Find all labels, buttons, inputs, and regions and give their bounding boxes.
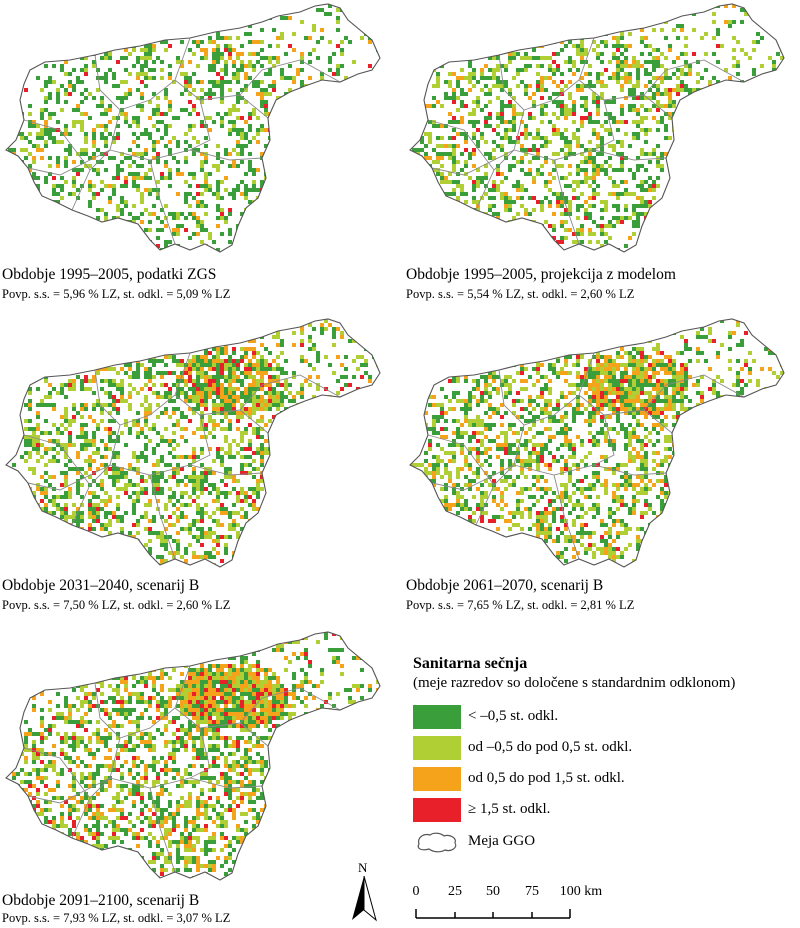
slovenia-map bbox=[0, 0, 396, 265]
panel-stats: Povp. s.s. = 7,65 % LZ, st. odkl. = 2,81… bbox=[406, 598, 634, 613]
panel-title: Obdobje 1995–2005, podatki ZGS bbox=[2, 266, 216, 284]
scale-tick-label: 0 bbox=[413, 884, 420, 900]
panel-stats: Povp. s.s. = 5,96 % LZ, st. odkl. = 5,09… bbox=[2, 287, 230, 302]
panel-title: Obdobje 2031–2040, scenarij B bbox=[2, 577, 199, 595]
boundary-icon bbox=[413, 830, 461, 854]
scale-tick-label: 100 km bbox=[560, 884, 602, 900]
forest-cells bbox=[0, 628, 396, 893]
slovenia-map bbox=[404, 0, 800, 265]
country-outline bbox=[410, 4, 784, 252]
north-arrow: N bbox=[348, 860, 380, 922]
slovenia-map bbox=[0, 628, 396, 893]
slovenia-map bbox=[0, 315, 396, 580]
legend-title: Sanitarna sečnja bbox=[413, 655, 527, 673]
legend-swatch bbox=[413, 705, 461, 729]
scale-bar: 0 25 50 75 100 km bbox=[405, 884, 595, 924]
map-panel-1995-2005-model: Obdobje 1995–2005, projekcija z modelom … bbox=[404, 0, 800, 300]
legend-label: Meja GGO bbox=[468, 833, 535, 850]
north-arrow-icon bbox=[348, 876, 380, 922]
panel-stats: Povp. s.s. = 5,54 % LZ, st. odkl. = 2,60… bbox=[406, 287, 634, 302]
map-panel-2031-2040: Obdobje 2031–2040, scenarij B Povp. s.s.… bbox=[0, 315, 396, 615]
map-panel-2091-2100: Obdobje 2091–2100, scenarij B Povp. s.s.… bbox=[0, 628, 396, 928]
forest-cells bbox=[404, 0, 800, 265]
legend-label: < –0,5 st. odkl. bbox=[468, 708, 558, 725]
legend-label: od 0,5 do pod 1,5 st. odkl. bbox=[468, 770, 625, 787]
scale-tick-label: 25 bbox=[448, 884, 462, 900]
forest-cells bbox=[0, 0, 396, 265]
scale-bar-line bbox=[405, 904, 595, 924]
legend-swatch bbox=[413, 798, 461, 822]
map-panel-1995-2005-zgs: Obdobje 1995–2005, podatki ZGS Povp. s.s… bbox=[0, 0, 396, 300]
scale-tick-label: 50 bbox=[486, 884, 500, 900]
legend-subtitle: (meje razredov so določene s standardnim… bbox=[413, 675, 735, 692]
legend-swatch bbox=[413, 767, 461, 791]
panel-title: Obdobje 2091–2100, scenarij B bbox=[2, 892, 199, 910]
forest-cells bbox=[0, 315, 396, 580]
panel-title: Obdobje 2061–2070, scenarij B bbox=[406, 577, 603, 595]
forest-cells bbox=[404, 315, 800, 580]
panel-stats: Povp. s.s. = 7,93 % LZ, st. odkl. = 3,07… bbox=[2, 911, 230, 926]
panel-stats: Povp. s.s. = 7,50 % LZ, st. odkl. = 2,60… bbox=[2, 598, 230, 613]
slovenia-map bbox=[404, 315, 800, 580]
north-label: N bbox=[358, 860, 367, 876]
legend-swatch bbox=[413, 736, 461, 760]
legend-label: ≥ 1,5 st. odkl. bbox=[468, 801, 550, 818]
panel-title: Obdobje 1995–2005, projekcija z modelom bbox=[406, 266, 676, 284]
legend-label: od –0,5 do pod 0,5 st. odkl. bbox=[468, 739, 632, 756]
map-panel-2061-2070: Obdobje 2061–2070, scenarij B Povp. s.s.… bbox=[404, 315, 800, 615]
scale-tick-label: 75 bbox=[525, 884, 539, 900]
